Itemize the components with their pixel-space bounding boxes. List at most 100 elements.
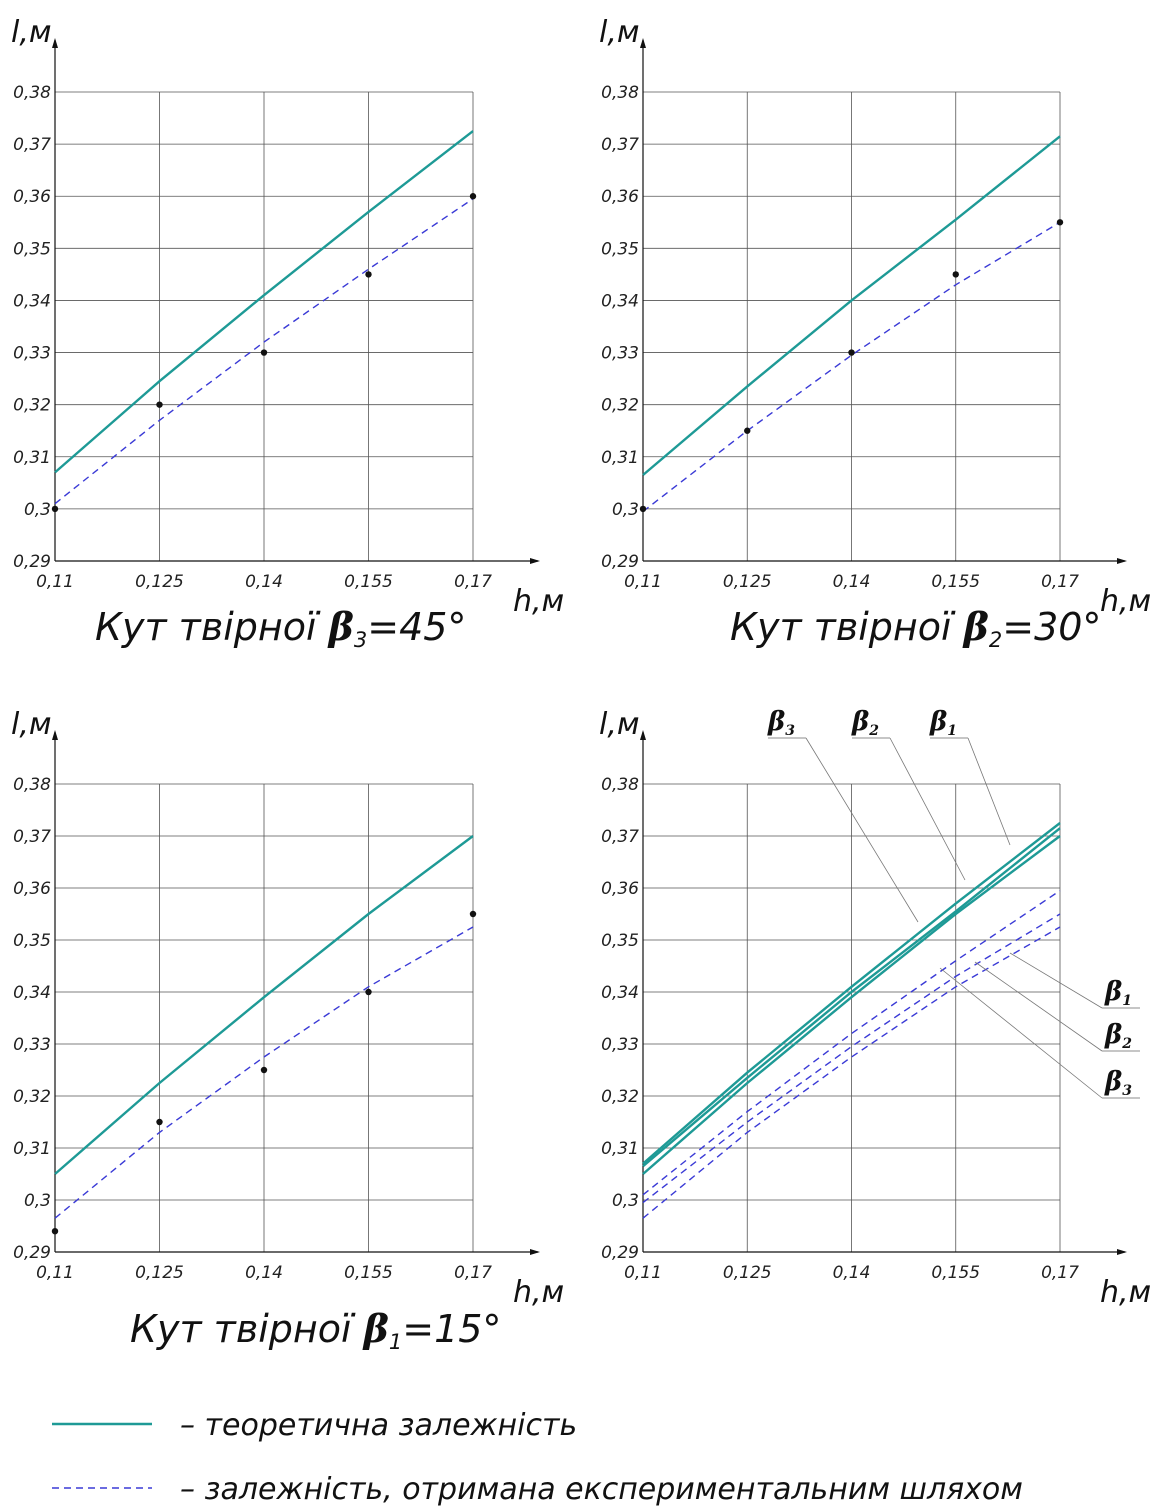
- theory-line-β1: [642, 835, 1061, 1175]
- right-series-label: β2: [1104, 1020, 1132, 1052]
- y-tick-label: 0,33: [601, 1035, 639, 1055]
- y-tick-label: 0,29: [13, 552, 51, 572]
- x-tick-label: 0,155: [344, 1263, 393, 1283]
- y-tick-label: 0,38: [13, 83, 51, 103]
- experiment-line: [54, 198, 474, 505]
- theory-line-β2: [642, 827, 1061, 1168]
- legend: – теоретична залежність – залежність, от…: [52, 1408, 1023, 1507]
- data-point: [260, 349, 268, 356]
- x-axis-label: h,м: [1100, 1275, 1151, 1310]
- x-tick-label: 0,125: [723, 572, 772, 592]
- y-tick-label: 0,37: [601, 135, 639, 155]
- y-tick-label: 0,37: [13, 135, 51, 155]
- y-tick-label: 0,34: [601, 291, 639, 311]
- y-tick-label: 0,35: [601, 239, 639, 259]
- chart-caption: Кут твірної β2=30°: [730, 604, 1101, 652]
- y-tick-label: 0,33: [13, 1035, 51, 1055]
- y-tick-label: 0,38: [601, 775, 639, 795]
- top-series-label: β3: [767, 707, 795, 739]
- experiment-line: [642, 221, 1061, 513]
- y-tick-label: 0,37: [13, 827, 51, 847]
- x-tick-label: 0,17: [1041, 1263, 1079, 1283]
- y-tick-label: 0,34: [13, 291, 51, 311]
- y-tick-label: 0,36: [13, 187, 51, 207]
- x-tick-label: 0,14: [833, 572, 871, 592]
- data-point: [744, 427, 751, 434]
- y-axis-label: l,м: [11, 707, 52, 742]
- y-axis-arrow: [52, 730, 58, 740]
- leader-line: [889, 737, 966, 881]
- charts-group: 0,29 0,3 0,31 0,32 0,33 0,34 0,35 0,36 0,37 0,38 0…: [11, 15, 1151, 1354]
- y-tick-label: 0,32: [601, 1087, 639, 1107]
- leader-line: [974, 961, 1103, 1052]
- y-tick-label: 0,35: [601, 931, 639, 951]
- leader-line: [967, 737, 1011, 846]
- x-tick-label: 0,125: [135, 572, 184, 592]
- data-point: [260, 1066, 268, 1074]
- x-tick-label: 0,11: [36, 572, 74, 592]
- y-axis-label: l,м: [599, 15, 640, 50]
- y-tick-label: 0,29: [13, 1243, 51, 1263]
- y-tick-label: 0,31: [601, 448, 639, 468]
- experiment-line-β2: [642, 913, 1061, 1204]
- y-tick-label: 0,3: [24, 500, 51, 520]
- y-tick-label: 0,36: [601, 187, 639, 207]
- data-point: [51, 1228, 59, 1235]
- y-tick-label: 0,34: [601, 983, 639, 1003]
- x-tick-label: 0,14: [245, 1263, 283, 1283]
- y-axis-label: l,м: [11, 15, 52, 50]
- x-axis-arrow: [530, 558, 540, 564]
- chart-caption: Кут твірної β1=15°: [130, 1306, 501, 1354]
- y-tick-label: 0,31: [601, 1139, 639, 1159]
- legend-theory-label: – теоретична залежність: [180, 1408, 577, 1443]
- top-series-label: β2: [851, 707, 879, 739]
- leader-line: [805, 737, 919, 923]
- y-tick-label: 0,37: [601, 827, 639, 847]
- x-tick-label: 0,14: [833, 1263, 871, 1283]
- y-tick-label: 0,36: [13, 879, 51, 899]
- chart-panel-1: 0,29 0,3 0,31 0,32 0,33 0,34 0,35 0,36 0,37 0,38 0…: [11, 15, 564, 652]
- y-tick-label: 0,38: [601, 83, 639, 103]
- data-point: [469, 910, 477, 918]
- y-tick-label: 0,3: [612, 1191, 639, 1211]
- data-point: [469, 193, 477, 200]
- theory-line: [642, 135, 1061, 476]
- top-series-label: β1: [929, 707, 957, 739]
- data-point: [952, 271, 959, 278]
- x-tick-label: 0,14: [245, 572, 283, 592]
- data-point: [365, 271, 372, 278]
- x-axis-label: h,м: [1100, 584, 1151, 619]
- experiment-line-β1: [642, 890, 1061, 1196]
- y-tick-label: 0,34: [13, 983, 51, 1003]
- right-series-label: β1: [1104, 977, 1132, 1009]
- leader-line: [939, 967, 1103, 1099]
- x-tick-label: 0,155: [344, 572, 393, 592]
- x-tick-label: 0,155: [931, 1263, 980, 1283]
- x-axis-arrow: [530, 1249, 540, 1255]
- legend-experiment-label: – залежність, отримана експериментальним…: [180, 1472, 1023, 1507]
- y-tick-label: 0,38: [13, 775, 51, 795]
- y-tick-label: 0,35: [13, 239, 51, 259]
- data-point: [1056, 219, 1064, 226]
- y-tick-label: 0,36: [601, 879, 639, 899]
- data-point: [848, 349, 855, 356]
- experiment-line: [54, 926, 474, 1219]
- y-tick-label: 0,3: [24, 1191, 51, 1211]
- y-axis-arrow: [640, 38, 646, 48]
- y-tick-label: 0,35: [13, 931, 51, 951]
- chart-panel-3: 0,29 0,3 0,31 0,32 0,33 0,34 0,35 0,36 0,37 0,38 0…: [11, 707, 564, 1354]
- x-tick-label: 0,17: [454, 1263, 492, 1283]
- x-tick-label: 0,11: [624, 572, 662, 592]
- right-series-label: β3: [1104, 1067, 1132, 1099]
- theory-line: [54, 835, 474, 1175]
- x-tick-label: 0,17: [454, 572, 492, 592]
- x-tick-label: 0,11: [36, 1263, 74, 1283]
- x-tick-label: 0,125: [723, 1263, 772, 1283]
- x-axis-label: h,м: [513, 584, 564, 619]
- x-tick-label: 0,155: [931, 572, 980, 592]
- y-axis-arrow: [52, 38, 58, 48]
- x-axis-arrow: [1117, 558, 1127, 564]
- data-point: [156, 1118, 163, 1126]
- y-tick-label: 0,33: [13, 344, 51, 364]
